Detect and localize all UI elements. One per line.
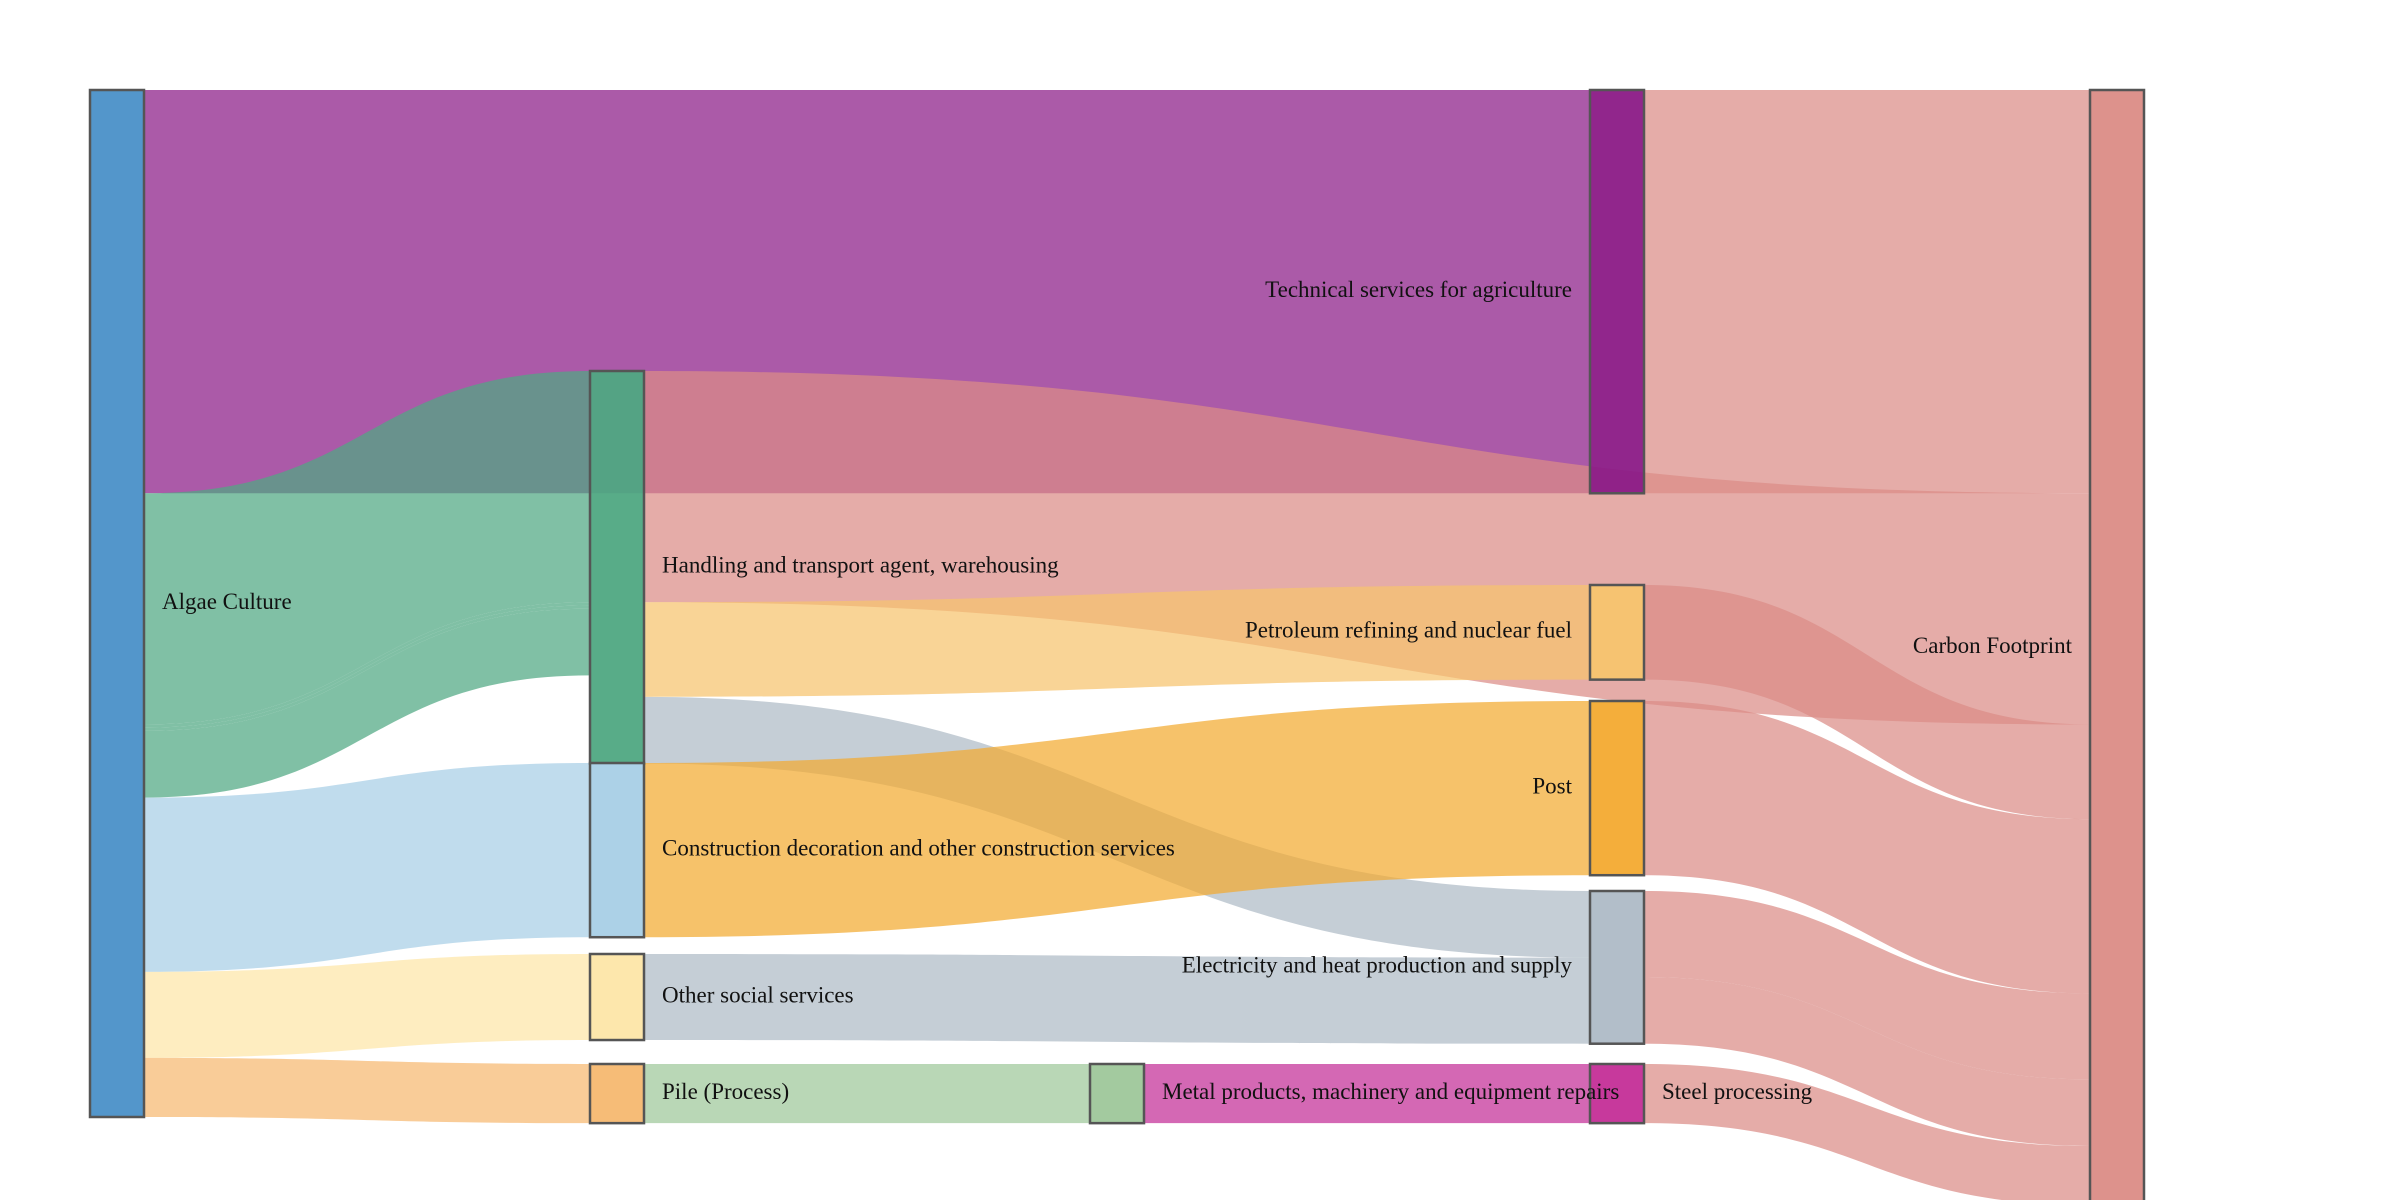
link-construction-to-post	[644, 701, 1590, 938]
link-algae-to-social	[144, 954, 590, 1058]
link-algae-to-handling	[144, 371, 590, 725]
node-steel	[1588, 1062, 1646, 1125]
label-handling: Handling and transport agent, warehousin…	[662, 553, 1059, 578]
node-handling	[588, 369, 646, 765]
link-post-to-carbon	[1644, 701, 2090, 994]
link-pile-to-metal	[644, 1064, 1090, 1124]
node-pile	[588, 1062, 646, 1125]
sankey-links	[144, 90, 2090, 1200]
label-social: Other social services	[662, 982, 854, 1007]
node-electricity	[1588, 889, 1646, 1045]
label-construction: Construction decoration and other constr…	[662, 835, 1175, 860]
label-algae: Algae Culture	[162, 589, 292, 614]
link-electricity-to-carbon	[1644, 891, 2090, 1080]
node-technical	[1588, 88, 1646, 495]
link-social-to-electricity	[644, 954, 1590, 1044]
link-handling-to-petroleum	[644, 585, 1590, 697]
link-electricity-to-carbon	[1644, 977, 2090, 1147]
sankey-nodes	[88, 88, 2146, 1200]
node-post	[1588, 699, 1646, 877]
link-metal-to-steel	[1144, 1064, 1590, 1124]
label-post: Post	[1532, 773, 1572, 798]
link-algae-to-construction	[144, 763, 590, 972]
node-construction	[588, 761, 646, 939]
node-carbon	[2088, 88, 2146, 1200]
sankey-labels: Algae Culture Handling and transport agen…	[162, 277, 2073, 1104]
node-algae	[88, 88, 146, 1119]
label-petroleum: Petroleum refining and nuclear fuel	[1245, 618, 1572, 643]
label-carbon: Carbon Footprint	[1913, 633, 2073, 658]
label-pile: Pile (Process)	[662, 1079, 789, 1104]
link-algae-to-handling	[144, 605, 590, 731]
link-algae-to-handling	[144, 602, 590, 728]
label-metal: Metal products, machinery and equipment …	[1162, 1079, 1619, 1104]
label-steel: Steel processing	[1662, 1079, 1813, 1104]
link-petroleum-to-carbon	[1644, 585, 2090, 820]
link-steel-to-carbon	[1644, 1064, 2090, 1200]
node-social	[588, 952, 646, 1042]
node-metal	[1088, 1062, 1146, 1125]
link-algae-to-pile	[144, 1057, 590, 1124]
label-technical: Technical services for agriculture	[1265, 277, 1572, 302]
link-technical-to-carbon	[1644, 90, 2090, 494]
node-petroleum	[1588, 583, 1646, 681]
link-algae-to-handling	[144, 608, 590, 798]
label-electricity: Electricity and heat production and supp…	[1182, 953, 1573, 978]
